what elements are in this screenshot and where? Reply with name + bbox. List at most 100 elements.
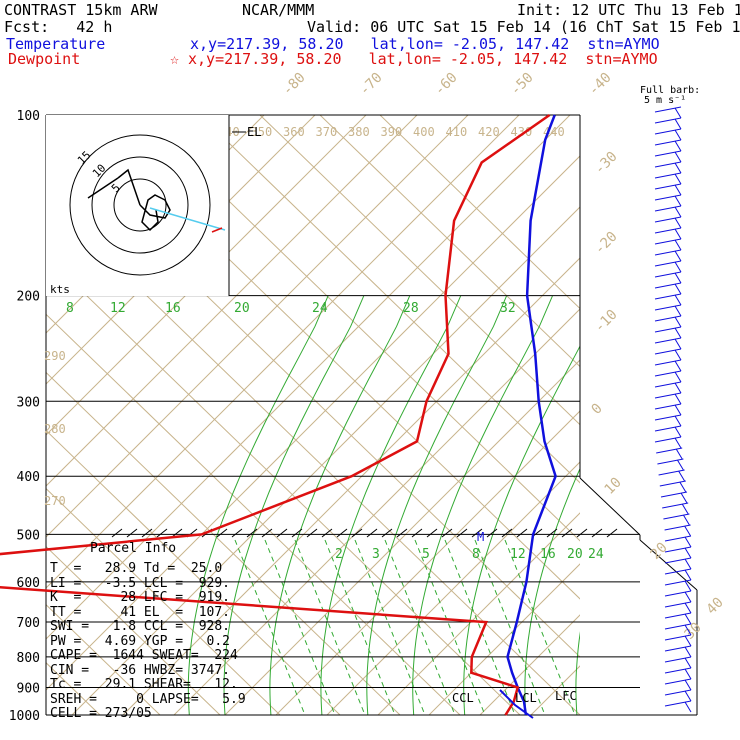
wind-barb: [654, 293, 682, 300]
parcel-info-line: CELL = 273/05: [50, 706, 152, 721]
mixing-ratio-label: 20: [567, 547, 583, 562]
hatch-mark: [591, 528, 603, 538]
wind-barb: [664, 601, 692, 608]
wind-barb: [654, 315, 682, 322]
wind-barb: [654, 425, 682, 432]
wind-barb-flag: [674, 360, 682, 372]
wind-barb-flag: [674, 261, 682, 273]
mixing-ratio-line: [444, 539, 516, 715]
isotherm-label: -10: [592, 307, 621, 336]
org-label: NCAR/MMM: [242, 1, 315, 19]
wind-barb: [654, 282, 682, 289]
theta-e-label: 400: [413, 125, 435, 139]
mixing-ratio-label: 16: [165, 301, 181, 316]
hatch-mark: [306, 528, 318, 538]
wind-barb-flag: [684, 635, 692, 647]
hatch-mark: [516, 528, 528, 538]
dry-adiabat-line: [139, 115, 580, 542]
mixing-ratio-label: 32: [500, 301, 516, 316]
wind-barb-flag: [674, 239, 682, 251]
pressure-tick-label: 100: [17, 109, 40, 124]
dewpoint-legend-label: Dewpoint: [8, 50, 81, 68]
wind-barb-flag: [674, 140, 682, 152]
wind-barb: [654, 117, 682, 124]
wind-barb-flag: [684, 558, 692, 570]
mixing-ratio-label: 20: [234, 301, 250, 316]
wind-barb: [662, 502, 689, 509]
temperature-trace: [506, 114, 557, 716]
pressure-tick-label: 1000: [9, 709, 40, 724]
barb-scale-label: Full barb:: [640, 85, 701, 96]
wind-barb-flag: [684, 657, 692, 669]
mixing-ratio-label: 2: [335, 547, 343, 562]
wind-barb: [664, 612, 692, 619]
wind-barb: [654, 172, 682, 179]
temperature-legend-label: Temperature: [6, 35, 106, 53]
wind-barb-flag: [674, 250, 682, 262]
wind-barb: [664, 656, 692, 663]
wind-barb: [664, 590, 692, 597]
wind-barb: [654, 161, 682, 168]
wind-barb: [664, 700, 692, 707]
hatch-mark: [156, 528, 168, 538]
storm-motion-vector: [149, 207, 226, 231]
hatch-mark: [141, 528, 153, 538]
theta-label: 280: [44, 422, 66, 436]
hatch-mark: [501, 528, 513, 538]
isotherm-label: 0: [589, 401, 606, 418]
wind-barb-flag: [674, 305, 682, 317]
level-marker-lfc: LFC: [555, 689, 577, 703]
wind-barb-flag: [674, 404, 682, 416]
theta-label: 270: [44, 494, 66, 508]
parcel-info-line: LI = -3.5 LCL = 929.: [50, 575, 231, 591]
parcel-info-line: CAPE = 1644 SWEAT= 224: [50, 648, 238, 663]
wind-barb-flag: [674, 173, 682, 185]
wind-barb: [654, 348, 682, 355]
parcel-info-line: PW = 4.69 YGP = 0.2: [50, 633, 231, 649]
wind-barb-flag: [674, 217, 682, 229]
parcel-info-title: Parcel Info: [90, 541, 177, 556]
isotherm-line: [46, 115, 469, 538]
mixing-ratio-label: 24: [588, 547, 604, 562]
moist-adiabat-line: [575, 631, 580, 715]
mixing-ratio-line: [414, 539, 486, 715]
hodograph-trace-upper: [117, 168, 141, 206]
hatch-mark: [261, 528, 273, 538]
storm-motion-marker: [211, 227, 223, 233]
wind-barb-flag: [674, 371, 682, 383]
dry-adiabat-line: [46, 603, 161, 715]
theta-e-label: 430: [511, 125, 533, 139]
wind-barb: [663, 513, 690, 520]
isotherm-label: 40: [704, 595, 727, 618]
temperature-location-info: x,y=217.39, 58.20 lat,lon= -2.05, 147.42…: [190, 35, 660, 53]
wind-barb-flag: [674, 338, 682, 350]
mixing-ratio-line: [354, 539, 426, 715]
mixing-ratio-label: 12: [510, 547, 526, 562]
pressure-tick-label: 400: [17, 470, 40, 485]
wind-barb-flag: [684, 690, 692, 702]
mixing-ratio-line: [234, 539, 306, 715]
wind-barb: [654, 216, 682, 223]
wind-barb-flag: [684, 624, 692, 636]
wind-barb: [654, 128, 682, 135]
wind-barb-flag: [680, 492, 688, 504]
wind-barb: [654, 150, 682, 157]
wind-barb-flag: [684, 547, 692, 559]
isotherm-line: [173, 308, 580, 715]
mixing-ratio-line: [504, 539, 576, 715]
wind-barb: [664, 689, 692, 696]
wind-barb-flag: [684, 613, 692, 625]
dry-adiabat-line: [46, 545, 221, 715]
hatch-mark: [366, 528, 378, 538]
moist-adiabat-line: [463, 345, 580, 715]
isotherm-label: -50: [508, 70, 537, 99]
parcel-info-line: K = 28 LFC = 919.: [50, 590, 231, 605]
wind-barb-flag: [674, 426, 682, 438]
wind-barb-flag: [674, 283, 682, 295]
mixing-ratio-line: [294, 539, 366, 715]
wind-barb: [654, 183, 682, 190]
dry-adiabat-line: [379, 115, 580, 310]
forecast-hour: Fcst: 42 h: [4, 18, 113, 36]
